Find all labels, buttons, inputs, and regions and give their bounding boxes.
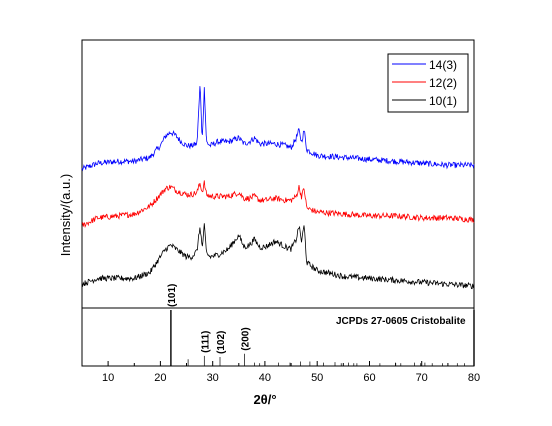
x-tick-label-60: 60	[363, 372, 375, 384]
reference-peak-label-2: (111)	[200, 331, 211, 353]
reference-label: JCPDs 27-0605 Cristobalite	[336, 316, 466, 327]
x-axis-label: 2θ/°	[253, 392, 276, 407]
legend-label-12-2: 12(2)	[429, 76, 457, 90]
spectra-group	[81, 86, 475, 290]
x-tick-label-80: 80	[468, 372, 480, 384]
spectrum-line-10-1	[81, 223, 475, 290]
y-axis-label: Intensity/(a.u.)	[58, 174, 73, 256]
x-tick-label-50: 50	[311, 372, 323, 384]
x-tick-label-10: 10	[102, 372, 114, 384]
reference-peak-label-0: (101)	[167, 284, 178, 307]
spectrum-line-12-2	[81, 180, 475, 228]
x-axis-ticks: 10 20 30 40 50 60 70 80	[81, 361, 480, 384]
x-tick-label-30: 30	[207, 372, 219, 384]
legend: 14(3) 12(2) 10(1)	[387, 53, 469, 113]
reference-peaks-group: (101) (111) (102) (200)	[167, 284, 475, 366]
legend-label-10-1: 10(1)	[429, 94, 457, 108]
bottom-panel: (101) (111) (102) (200) JCPDs 27-0605 Crist…	[81, 284, 480, 407]
x-tick-label-40: 40	[259, 372, 271, 384]
reference-peak-label-4: (200)	[241, 327, 252, 350]
reference-peak-label-3: (102)	[216, 331, 227, 354]
legend-label-14-3: 14(3)	[429, 58, 457, 72]
x-tick-label-20: 20	[154, 372, 166, 384]
spectrum-line-14-3	[81, 86, 475, 172]
x-tick-label-70: 70	[416, 372, 428, 384]
